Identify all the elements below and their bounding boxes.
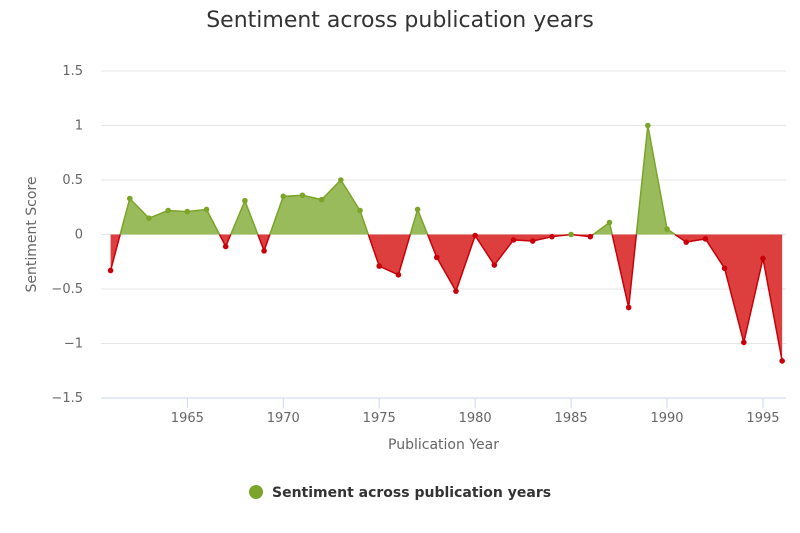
data-point[interactable] <box>318 196 325 203</box>
data-point[interactable] <box>760 255 766 262</box>
legend-marker-icon <box>249 485 263 499</box>
data-point[interactable] <box>491 262 498 268</box>
data-point[interactable] <box>299 192 306 199</box>
positive-line <box>635 125 676 236</box>
data-point[interactable] <box>126 195 133 202</box>
data-point[interactable] <box>338 177 344 183</box>
data-point[interactable] <box>376 263 383 269</box>
negative-area <box>257 234 270 251</box>
chart-title: Sentiment across publication years <box>206 8 594 33</box>
y-tick-label: 0 <box>75 228 83 243</box>
data-point[interactable] <box>184 208 191 215</box>
x-tick-label: 1985 <box>555 411 588 426</box>
x-tick-label: 1995 <box>746 411 779 426</box>
data-point[interactable] <box>107 267 114 274</box>
data-point[interactable] <box>510 237 517 243</box>
data-point[interactable] <box>453 288 459 294</box>
data-point[interactable] <box>702 236 709 242</box>
data-point[interactable] <box>357 207 363 214</box>
data-point[interactable] <box>261 248 267 254</box>
data-point[interactable] <box>433 254 440 261</box>
data-point[interactable] <box>280 193 287 200</box>
x-tick-label: 1980 <box>459 411 492 426</box>
positive-area <box>269 180 369 235</box>
data-point[interactable] <box>664 226 670 232</box>
data-point[interactable] <box>222 243 229 250</box>
data-point[interactable] <box>568 231 574 238</box>
y-tick-label: 1.5 <box>62 64 83 79</box>
data-point[interactable] <box>779 358 785 364</box>
negative-area <box>427 234 572 292</box>
x-tick-label: 1975 <box>363 411 396 426</box>
data-point[interactable] <box>395 272 402 278</box>
data-point[interactable] <box>242 197 248 204</box>
x-axis-title: Publication Year <box>388 437 499 453</box>
data-point[interactable] <box>740 339 747 346</box>
data-point[interactable] <box>587 233 594 240</box>
y-tick-label: −1.5 <box>51 391 83 406</box>
x-tick-label: 1970 <box>267 411 300 426</box>
y-tick-label: −0.5 <box>51 282 83 297</box>
negative-area <box>675 234 783 361</box>
positive-area <box>636 125 676 235</box>
positive-area <box>120 198 220 235</box>
legend-label[interactable]: Sentiment across publication years <box>272 485 551 501</box>
data-point[interactable] <box>683 239 690 245</box>
y-axis-title: Sentiment Score <box>24 176 40 292</box>
data-point[interactable] <box>414 206 421 213</box>
data-point[interactable] <box>721 265 728 272</box>
data-point[interactable] <box>606 219 613 226</box>
y-tick-label: 0.5 <box>62 173 83 188</box>
y-tick-label: −1 <box>64 337 83 352</box>
x-tick-label: 1990 <box>650 411 683 426</box>
x-tick-label: 1965 <box>171 411 204 426</box>
data-point[interactable] <box>146 215 152 221</box>
y-tick-label: 1 <box>75 119 83 134</box>
positive-area <box>230 200 258 235</box>
positive-area <box>410 209 428 235</box>
negative-area <box>219 234 231 247</box>
data-point[interactable] <box>203 206 210 213</box>
data-point[interactable] <box>472 232 478 239</box>
data-point[interactable] <box>529 238 536 244</box>
data-point[interactable] <box>645 122 651 129</box>
data-point[interactable] <box>625 304 632 311</box>
negative-line <box>367 234 411 276</box>
data-point[interactable] <box>549 233 555 240</box>
data-point[interactable] <box>165 207 171 214</box>
negative-line <box>109 234 121 271</box>
